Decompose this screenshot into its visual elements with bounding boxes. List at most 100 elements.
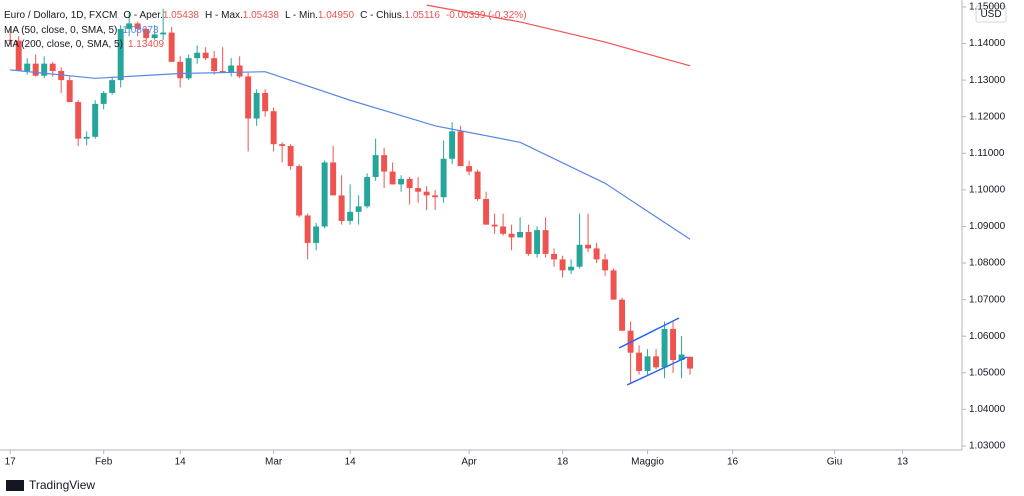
candle-body	[185, 58, 192, 79]
legend-key: O - Aper.	[123, 10, 162, 21]
candle-body	[593, 248, 600, 260]
candle-body	[202, 52, 209, 59]
candle-body	[585, 244, 592, 249]
brand: TradingView	[6, 478, 95, 492]
candle-body	[177, 61, 184, 79]
y-tick-label: 1.09000	[969, 221, 1006, 232]
candle-body	[483, 199, 490, 225]
ma-line	[10, 69, 691, 240]
legend-value: 1.05438	[163, 10, 200, 21]
candle-body	[270, 111, 277, 145]
x-tick-label: 14	[345, 457, 357, 468]
y-tick-label: 1.08000	[969, 258, 1006, 269]
candle-body	[525, 231, 532, 254]
candle-body	[542, 230, 549, 254]
legend-value: 1.05116	[405, 10, 441, 21]
candle-body	[151, 34, 158, 39]
candle-body	[75, 102, 82, 139]
x-tick-label: 17	[5, 457, 17, 468]
candle-body	[466, 166, 473, 172]
candle-body	[228, 65, 235, 73]
x-tick-label: 14	[175, 457, 187, 468]
candle-body	[236, 65, 243, 77]
brand-logo	[6, 480, 24, 491]
ma-value: 1.08673	[122, 25, 159, 36]
candle-body	[619, 299, 626, 331]
candle-body	[364, 177, 371, 207]
candle-body	[381, 155, 388, 172]
candle-body	[398, 178, 405, 185]
candle-body	[109, 80, 116, 93]
candle-body	[338, 195, 345, 221]
brand-name: TradingView	[29, 478, 95, 492]
y-tick-label: 1.10000	[969, 185, 1006, 196]
candle-body	[117, 28, 124, 81]
ma-line	[426, 4, 691, 67]
y-tick-label: 1.15000	[969, 2, 1006, 13]
candle-body	[440, 158, 447, 198]
currency-label: USD	[980, 9, 1001, 20]
y-tick-label: 1.14000	[969, 38, 1006, 49]
y-tick-label: 1.03000	[969, 441, 1006, 452]
y-tick-label: 1.06000	[969, 331, 1006, 342]
ma-name: MA (50, close, 0, SMA, 5)	[4, 25, 117, 36]
candle-body	[508, 233, 515, 238]
candle-body	[602, 259, 609, 271]
candle-body	[194, 52, 201, 59]
legend-key: L - Min.	[285, 10, 318, 21]
candle-body	[92, 103, 99, 137]
candle-body	[449, 131, 456, 159]
candle-body	[304, 215, 311, 243]
candle-body	[559, 259, 566, 271]
candle-body	[321, 162, 328, 227]
y-tick-label: 1.04000	[969, 404, 1006, 415]
symbol: Euro / Dollaro, 1D, FXCM	[4, 10, 117, 21]
candle-body	[7, 39, 14, 41]
candle-body	[168, 32, 175, 62]
candle-body	[126, 23, 133, 29]
candle-body	[24, 63, 31, 71]
candle-body	[389, 171, 396, 185]
y-tick-label: 1.07000	[969, 294, 1006, 305]
ma-value: 1.13409	[128, 39, 165, 50]
candle-body	[457, 131, 464, 167]
ma-legend: MA (50, close, 0, SMA, 5) 1.08673	[4, 25, 159, 36]
candle-body	[576, 244, 583, 267]
channel-line	[618, 317, 680, 349]
candle-body	[610, 270, 617, 300]
candle-body	[253, 92, 260, 119]
candle-body	[534, 230, 541, 254]
x-tick-label: Apr	[461, 457, 477, 468]
candle-body	[279, 144, 286, 146]
legend-key: H - Max.	[205, 10, 243, 21]
candle-body	[423, 191, 430, 196]
plot-area	[7, 4, 694, 384]
y-tick-label: 1.05000	[969, 367, 1006, 378]
ohlc-legend: Euro / Dollaro, 1D, FXCM O - Aper.1.05438…	[4, 10, 527, 21]
currency-box	[975, 5, 1007, 23]
candle-body	[415, 188, 422, 192]
x-tick-label: 18	[557, 457, 569, 468]
candle-body	[670, 328, 677, 360]
candle-body	[678, 354, 685, 360]
candle-body	[100, 92, 107, 104]
candle-body	[287, 145, 294, 167]
candle-body	[330, 162, 337, 196]
candle-body	[474, 171, 481, 200]
x-tick-label: Feb	[95, 457, 113, 468]
y-tick-label: 1.13000	[969, 75, 1006, 86]
candle-body	[568, 266, 575, 271]
candle-body	[372, 155, 379, 178]
candle-body	[32, 63, 39, 76]
candle-body	[66, 80, 73, 103]
candle-body	[134, 23, 141, 29]
legend-key: C - Chius.	[360, 10, 404, 21]
ma-name: MA (200, close, 0, SMA, 5)	[4, 39, 123, 50]
candle-body	[245, 76, 252, 119]
candle-body	[644, 356, 651, 371]
y-tick-label: 1.12000	[969, 111, 1006, 122]
candle-body	[636, 352, 643, 371]
candle-body	[687, 356, 694, 369]
x-tick-label: Maggio	[631, 457, 664, 468]
